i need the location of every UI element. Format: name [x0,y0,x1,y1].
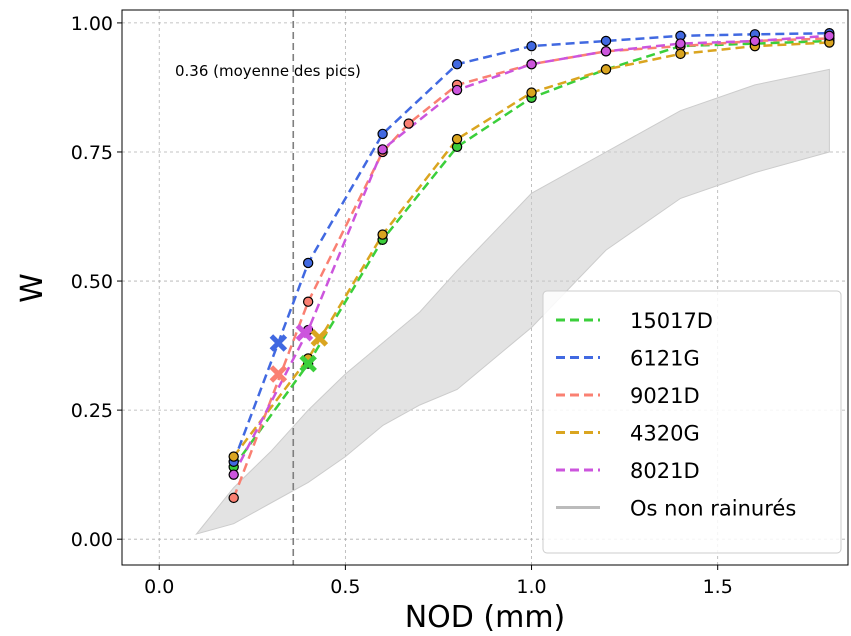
data-point [824,30,835,42]
x-tick-label: 1.0 [516,576,546,598]
data-point [302,257,314,269]
data-point [526,87,537,98]
legend-label: 8021D [630,459,700,483]
band-area [195,68,830,535]
legend-label: Os non rainurés [630,497,796,521]
y-tick-label: 1.00 [71,13,113,35]
data-point [600,35,612,47]
legend: 15017D 6121G 9021D 4320G 8021D Os non rainuré… [542,290,842,554]
x-ticks: 0.0 0.5 1.0 1.5 [144,565,733,598]
x-tick-label: 0.5 [330,576,360,598]
series-points [228,28,835,504]
peak-marker [295,323,314,342]
data-point [600,64,612,75]
peak-marker [299,354,317,373]
y-tick-label: 0.75 [71,142,113,164]
data-point [377,144,388,155]
data-point [403,118,414,129]
data-point [600,46,612,57]
data-point [228,451,239,462]
x-tick-label: 0.0 [144,576,174,598]
data-point [675,38,686,49]
y-tick-label: 0.25 [71,400,113,422]
data-point [451,84,463,96]
band-layer [195,68,830,535]
peak-markers [269,323,329,383]
x-axis-title: NOD (mm) [405,600,566,635]
y-axis-title: W [15,273,50,303]
data-point [451,133,463,145]
data-point [749,35,761,47]
y-tick-label: 0.50 [71,271,113,293]
data-point [675,48,686,60]
y-tick-label: 0.00 [71,529,113,551]
x-tick-label: 1.5 [703,576,733,598]
reference-line-label: 0.36 (moyenne des pics) [175,62,361,80]
legend-label: 15017D [630,309,713,333]
legend-label: 9021D [630,384,700,408]
y-ticks: 0.00 0.25 0.50 0.75 1.00 [71,13,122,551]
data-point [377,229,388,240]
legend-label: 6121G [630,347,700,371]
legend-label: 4320G [630,422,700,446]
peak-marker [269,365,288,383]
peak-marker [269,334,288,352]
legend-frame [542,290,842,554]
data-point [526,59,537,70]
data-point [302,296,314,307]
data-point [228,492,239,504]
data-point [377,128,388,140]
data-point [451,59,463,70]
data-point [526,40,537,52]
plot-frame [121,9,849,566]
data-point [228,469,239,480]
peak-marker [310,329,329,347]
